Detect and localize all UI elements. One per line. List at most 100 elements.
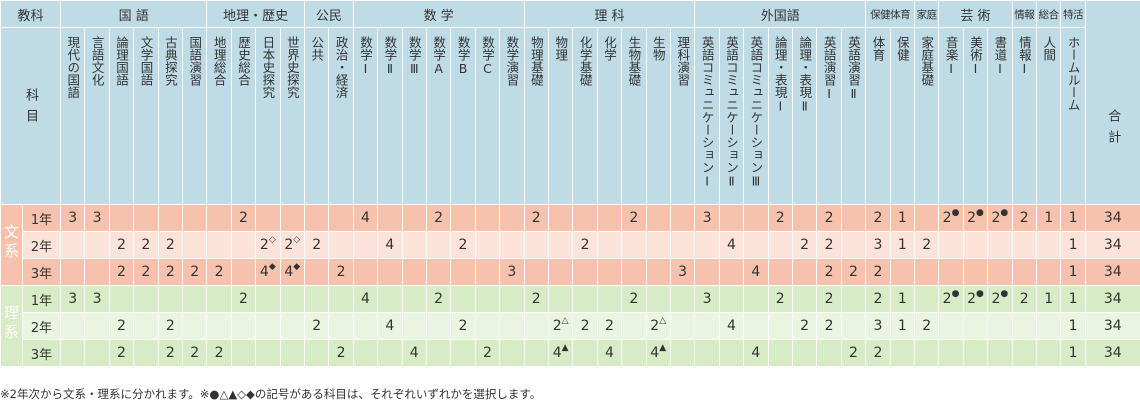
- credit-cell: 2: [865, 204, 891, 232]
- credit-cell: 1: [1035, 204, 1062, 232]
- credit-cell: [328, 231, 354, 259]
- credit-cell: [84, 339, 110, 367]
- credit-cell: 2: [621, 204, 647, 232]
- credit-cell: [181, 312, 208, 340]
- credit-cell: [450, 258, 476, 286]
- credit-cell: [279, 285, 305, 313]
- credit-cell: [352, 231, 379, 259]
- subject-header: 人間: [1035, 27, 1062, 205]
- total-cell: 34: [1084, 258, 1140, 286]
- credit-cell: [181, 231, 208, 259]
- credit-cell: [791, 339, 818, 367]
- credit-cell: 2●: [962, 285, 989, 313]
- credit-cell: [596, 285, 623, 313]
- subject-header: 歴史総合: [230, 27, 257, 205]
- table-row: 2年 2 2 2 2◇ 2◇ 2 4 2 2 4 2 2 3 1 2 1 34: [1, 231, 1140, 259]
- credit-cell: [1035, 312, 1062, 340]
- credit-cell: 2: [913, 231, 940, 259]
- category-geijutsu: 芸 術: [938, 0, 1013, 28]
- credit-cell: [401, 204, 427, 232]
- credit-cell: 2: [157, 258, 183, 286]
- credit-cell: 2: [865, 339, 891, 367]
- credit-cell: 2: [572, 231, 598, 259]
- credit-cell: [694, 312, 720, 340]
- credit-cell: [206, 312, 232, 340]
- category-suugaku: 数 学: [352, 0, 525, 28]
- credit-cell: 3: [84, 204, 110, 232]
- credit-cell: 3: [499, 258, 525, 286]
- credit-cell: 3: [669, 258, 696, 286]
- table-row: 2年 2 2 2 4 2 2△ 2 2 2△ 4 2 2 3 1 2 1 34: [1, 312, 1140, 340]
- subject-header: 情報Ⅰ: [1011, 27, 1037, 205]
- subject-header: 化学: [596, 27, 623, 205]
- credit-cell: [645, 258, 671, 286]
- category-tokkatsu: 特活: [1060, 0, 1086, 28]
- credit-cell: [791, 204, 818, 232]
- credit-cell: [718, 258, 745, 286]
- credit-cell: [962, 312, 989, 340]
- credit-cell: [499, 231, 525, 259]
- credit-cell: 3: [865, 231, 891, 259]
- credit-cell: 1: [1060, 258, 1086, 286]
- credit-cell: [279, 204, 305, 232]
- credit-cell: [1035, 231, 1062, 259]
- credit-cell: 2: [230, 285, 257, 313]
- credit-cell: 2: [791, 231, 818, 259]
- credit-cell: [60, 312, 86, 340]
- credit-cell: 1: [1060, 285, 1086, 313]
- credit-cell: [987, 231, 1013, 259]
- credit-cell: 4▲: [547, 339, 574, 367]
- category-kokugo: 国 語: [60, 0, 208, 28]
- credit-cell: 4: [718, 312, 745, 340]
- credit-cell: [425, 339, 452, 367]
- credit-cell: 4: [743, 258, 769, 286]
- credit-cell: [621, 312, 647, 340]
- credit-cell: [743, 312, 769, 340]
- credit-cell: 2: [816, 231, 842, 259]
- credit-cell: [255, 285, 281, 313]
- credit-cell: [474, 258, 501, 286]
- credit-cell: [621, 339, 647, 367]
- credit-cell: [425, 258, 452, 286]
- credit-cell: [206, 231, 232, 259]
- subject-header: 英語コミュニケーションⅢ: [743, 27, 769, 205]
- credit-cell: [377, 204, 403, 232]
- credit-cell: [523, 231, 549, 259]
- credit-cell: [913, 285, 940, 313]
- year-label: 1年: [21, 204, 62, 232]
- credit-cell: 2: [303, 312, 330, 340]
- credit-cell: 4▲: [645, 339, 671, 367]
- credit-cell: [791, 285, 818, 313]
- credit-cell: 2: [425, 285, 452, 313]
- credit-cell: 2: [303, 231, 330, 259]
- subject-header: 物理基礎: [523, 27, 549, 205]
- credit-cell: [694, 231, 720, 259]
- subject-header: 数学A: [425, 27, 452, 205]
- year-label: 3年: [21, 339, 62, 367]
- credit-cell: 2: [816, 312, 842, 340]
- subject-header: 古典探究: [157, 27, 183, 205]
- credit-cell: [645, 285, 671, 313]
- year-label: 3年: [21, 258, 62, 286]
- credit-cell: [303, 258, 330, 286]
- curriculum-body: 文系 1年 3 3 2 4 2 2 2 3 2 2 2 1 2● 2● 2● 2 1 1 34 2年 2 2 2 2◇ 2◇ 2 4 2 2…: [0, 204, 1140, 367]
- credit-cell: 1: [889, 204, 915, 232]
- credit-cell: [694, 258, 720, 286]
- credit-cell: [133, 204, 159, 232]
- table-row: 3年 2 2 2 2 2 4 2 4▲ 4 4▲ 4 2 2 1 34: [1, 339, 1140, 367]
- credit-cell: [1011, 231, 1037, 259]
- credit-cell: 4: [743, 339, 769, 367]
- credit-cell: 1: [1060, 204, 1086, 232]
- credit-cell: [767, 312, 793, 340]
- credit-cell: [547, 285, 574, 313]
- subject-header: 世界史探究: [279, 27, 305, 205]
- subject-header: 数学B: [450, 27, 476, 205]
- credit-cell: 2●: [987, 204, 1013, 232]
- credit-cell: [523, 312, 549, 340]
- credit-cell: 2: [767, 285, 793, 313]
- subject-header: 論理国語: [108, 27, 135, 205]
- credit-cell: 2: [425, 204, 452, 232]
- credit-cell: [303, 339, 330, 367]
- credit-cell: 2: [108, 258, 135, 286]
- credit-cell: [669, 204, 696, 232]
